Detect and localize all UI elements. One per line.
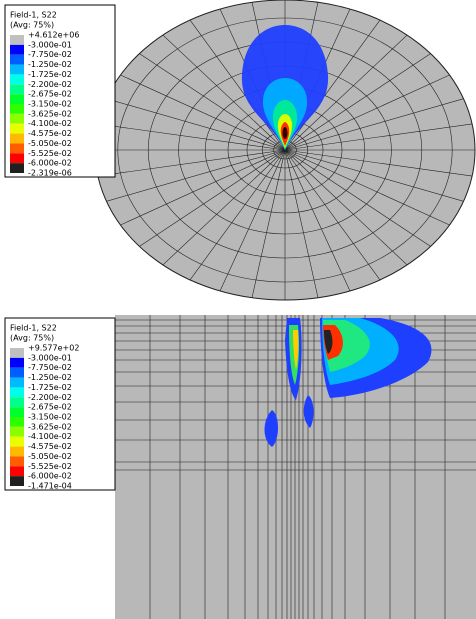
legend-swatch [10, 143, 24, 153]
legend-swatch [10, 466, 24, 476]
legend-swatch [10, 348, 24, 358]
legend-swatch [10, 94, 24, 104]
legend-label: -1.725e-02 [28, 383, 72, 392]
legend-swatch [10, 456, 24, 466]
section-plot [115, 315, 476, 619]
legend-swatch [10, 74, 24, 84]
legend-swatch [10, 437, 24, 447]
legend-label: -4.575e-02 [28, 442, 72, 451]
legend-label: -2.675e-02 [28, 90, 72, 99]
legend-swatch [10, 114, 24, 124]
legend-label: -4.575e-02 [28, 129, 72, 138]
legend-swatch [10, 134, 24, 144]
legend-label: -2.200e-02 [28, 393, 72, 402]
legend-subtitle: (Avg: 75%) [10, 334, 54, 343]
legend-swatch [10, 153, 24, 163]
legend-title: Field-1, S22 [10, 324, 57, 333]
legend-label: -5.525e-02 [28, 149, 72, 158]
legend-label: -5.525e-02 [28, 462, 72, 471]
legend-label: -6.000e-02 [28, 159, 72, 168]
legend-label: -3.625e-02 [28, 422, 72, 431]
legend-label: -1.725e-02 [28, 70, 72, 79]
legend-subtitle: (Avg: 75%) [10, 21, 54, 30]
legend-label: -5.050e-02 [28, 139, 72, 148]
legend-swatch [10, 104, 24, 114]
legend-label: -2.200e-02 [28, 80, 72, 89]
legend-label: -1.250e-02 [28, 60, 72, 69]
legend-swatch [10, 387, 24, 397]
legend-label: -4.100e-02 [28, 432, 72, 441]
legend-label: -1.250e-02 [28, 373, 72, 382]
contour [283, 127, 288, 139]
legend-swatch [10, 124, 24, 134]
legend-swatch [10, 84, 24, 94]
legend-swatch [10, 427, 24, 437]
legend-label: -6.000e-02 [28, 472, 72, 481]
legend-label: -7.750e-02 [28, 363, 72, 372]
legend-swatch [10, 163, 24, 173]
legend-label: +9.577e+02 [28, 344, 79, 353]
legend-swatch [10, 45, 24, 55]
legend-label: -3.150e-02 [28, 413, 72, 422]
legend-swatch [10, 447, 24, 457]
legend-label: -1.471e-04 [28, 482, 72, 491]
legend-label: -3.150e-02 [28, 100, 72, 109]
legend-label: -2.319e-06 [28, 169, 72, 178]
legend-swatch [10, 35, 24, 45]
legend-label: -3.000e-01 [28, 353, 72, 362]
legend-swatch [10, 368, 24, 378]
legend-swatch [10, 358, 24, 368]
legend-label: -3.625e-02 [28, 109, 72, 118]
legend-title: Field-1, S22 [10, 11, 57, 20]
legend-swatch [10, 65, 24, 75]
legend-swatch [10, 397, 24, 407]
legend-label: -5.050e-02 [28, 452, 72, 461]
legend-swatch [10, 378, 24, 388]
disk-plot [95, 0, 475, 300]
legend-label: -3.000e-01 [28, 40, 72, 49]
legend-swatch [10, 417, 24, 427]
legend-label: -4.100e-02 [28, 119, 72, 128]
legend-swatch [10, 55, 24, 65]
legend-label: -7.750e-02 [28, 50, 72, 59]
screenshot: Field-1, S22 (Avg: 75%) Field-1, S22 (Av… [0, 0, 476, 619]
legend-label: -2.675e-02 [28, 403, 72, 412]
legend-label: +4.612e+06 [28, 31, 79, 40]
legend-swatch [10, 407, 24, 417]
legend-swatch [10, 476, 24, 486]
